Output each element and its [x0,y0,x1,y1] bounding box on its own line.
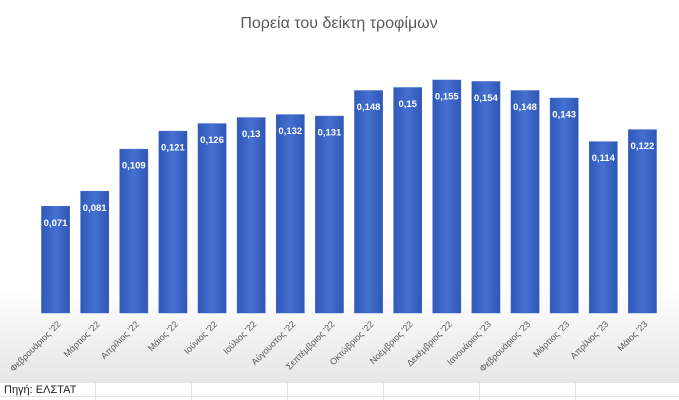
bar [471,81,501,314]
data-label: 0,121 [161,143,185,154]
bar [197,123,227,314]
data-label: 0,131 [318,128,342,139]
data-label: 0,126 [200,135,224,146]
data-label: 0,148 [513,102,537,113]
data-label: 0,109 [122,161,146,172]
bar [588,141,618,314]
bar [119,148,149,314]
source-note: Πηγή: ΕΛΣΤΑΤ [4,384,77,396]
data-label: 0,132 [278,126,302,137]
data-label: 0,154 [474,93,498,104]
bar [354,90,383,314]
bar [275,114,305,314]
bar [432,79,462,314]
bar [236,117,266,314]
bar [315,115,344,314]
chart-title: Πορεία του δείκτη τροφίμων [240,15,437,32]
sheet-grid [0,382,679,400]
bar [158,130,188,314]
data-label: 0,071 [44,218,68,229]
bar [510,90,540,314]
data-label: 0,155 [435,92,459,103]
bar [393,87,423,314]
data-label: 0,148 [357,102,381,113]
data-label: 0,13 [242,129,261,140]
bar [549,97,579,314]
bar [80,190,110,314]
bar [628,129,657,314]
data-label: 0,081 [83,203,107,214]
data-label: 0,15 [398,99,417,110]
data-label: 0,122 [631,141,655,152]
bar [41,206,70,314]
data-label: 0,143 [552,110,576,121]
data-label: 0,114 [592,153,616,164]
